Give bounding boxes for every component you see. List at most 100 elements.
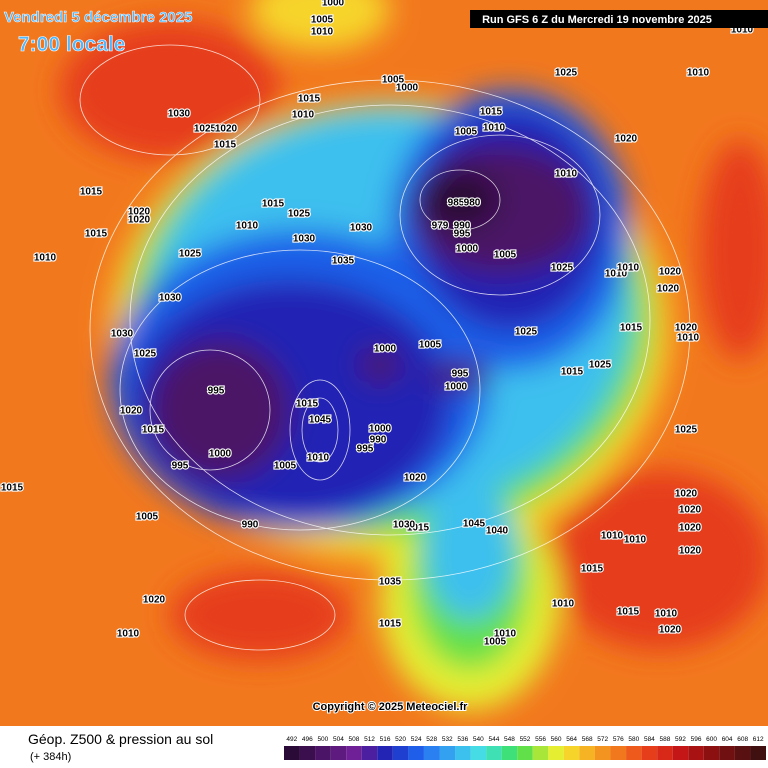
colorbar-swatch [548,746,564,760]
pressure-label: 1020 [404,473,427,484]
pressure-label: 995 [208,386,225,397]
colorbar-swatch [626,746,642,760]
pressure-label: 1010 [601,531,624,542]
pressure-label: 1035 [379,577,402,588]
colorbar-tick-label: 500 [317,736,328,743]
colorbar-tick-label: 548 [504,736,515,743]
colorbar-swatch [346,746,362,760]
date-label: Vendredi 5 décembre 2025 [4,9,192,26]
pressure-label: 1010 [34,253,57,264]
colorbar-swatch [299,746,316,760]
pressure-label: 1020 [675,489,698,500]
colorbar: 492 496 500 504 508 512 516 520 524 528 532 536 540 5… [284,736,766,760]
colorbar-tick-label: 504 [333,736,344,743]
pressure-label: 1000 [322,0,345,9]
colorbar-swatch [315,746,331,760]
colorbar-tick-label: 556 [535,736,546,743]
colorbar-tick-label: 492 [286,736,297,743]
pressure-label: 990 [370,435,387,446]
colorbar-swatch [501,746,518,760]
colorbar-swatch [719,746,735,760]
colorbar-tick-label: 588 [660,736,671,743]
colorbar-swatch [470,746,487,760]
pressure-label: 1010 [236,221,259,232]
pressure-label: 1030 [393,520,416,531]
colorbar-tick-label: 512 [364,736,375,743]
pressure-label: 1020 [679,546,702,557]
pressure-label: 1005 [274,461,297,472]
colorbar-tick-label: 524 [411,736,422,743]
colorbar-tick-label: 508 [349,736,360,743]
pressure-label: 1020 [615,134,638,145]
pressure-label: 1000 [396,83,419,94]
pressure-label: 1015 [561,367,584,378]
pressure-label: 1015 [480,107,503,118]
colorbar-tick-label: 496 [302,736,313,743]
colorbar-tick-label: 528 [426,736,437,743]
colorbar-tick-label: 568 [582,736,593,743]
colorbar-tick-label: 576 [613,736,624,743]
pressure-label: 1005 [419,340,442,351]
pressure-label: 1015 [142,425,165,436]
colorbar-swatch [284,746,300,760]
pressure-label: 1015 [296,399,319,410]
pressure-label: 1020 [659,625,682,636]
colorbar-swatch [408,746,424,760]
pressure-label: 995 [357,444,374,455]
footer-title: Géop. Z500 & pression au sol [28,731,213,747]
pressure-label: 1005 [311,15,334,26]
pressure-label: 1015 [1,483,24,494]
pressure-label: 1025 [515,327,538,338]
pressure-label: 1020 [657,284,680,295]
run-label: Run GFS 6 Z du Mercredi 19 novembre 2025 [482,14,712,26]
pressure-label: 1020 [679,505,702,516]
isobars [79,44,691,651]
pressure-label: 1010 [605,269,628,280]
pressure-label: 1000 [209,449,232,460]
colorbar-swatch [392,746,409,760]
pressure-label: 1010 [555,169,578,180]
pressure-label: 1030 [293,234,316,245]
colorbar-swatch [703,746,720,760]
pressure-label: 1035 [332,256,355,267]
pressure-label: 1010 [117,629,140,640]
colorbar-swatch [657,746,673,760]
colorbar-tick-label: 560 [551,736,562,743]
colorbar-swatch [532,746,549,760]
pressure-label: 1020 [143,595,166,606]
colorbar-swatch [688,746,704,760]
colorbar-tick-label: 600 [706,736,717,743]
pressure-label: 1010 [307,453,330,464]
colorbar-swatch [610,746,627,760]
colorbar-swatch [641,746,658,760]
colorbar-tick-label: 520 [395,736,406,743]
pressure-label: 995 [172,461,189,472]
pressure-label: 1010 [677,333,700,344]
pressure-label: 1015 [262,199,285,210]
colorbar-tick-label: 584 [644,736,655,743]
pressure-label: 1025 [134,349,157,360]
pressure-label: 1015 [581,564,604,575]
pressure-label: 1020 [659,267,682,278]
pressure-label: 1030 [350,223,373,234]
colorbar-swatch [361,746,378,760]
colorbar-tick-label: 596 [691,736,702,743]
pressure-label: 980 [464,198,481,209]
pressure-label: 1025 [589,360,612,371]
pressure-label: 1005 [382,75,405,86]
run-box [470,10,768,28]
colorbar-tick-label: 552 [520,736,531,743]
colorbar-tick-label: 532 [442,736,453,743]
pressure-label: 990 [454,221,471,232]
pressure-label: 1025 [675,425,698,436]
pressure-label: 1030 [168,109,191,120]
pressure-label: 1015 [214,140,237,151]
colorbar-swatch [377,746,393,760]
pressure-label: 1010 [617,263,640,274]
pressure-label: 1010 [687,68,710,79]
colorbar-tick-label: 580 [628,736,639,743]
pressure-label: 1030 [111,329,134,340]
